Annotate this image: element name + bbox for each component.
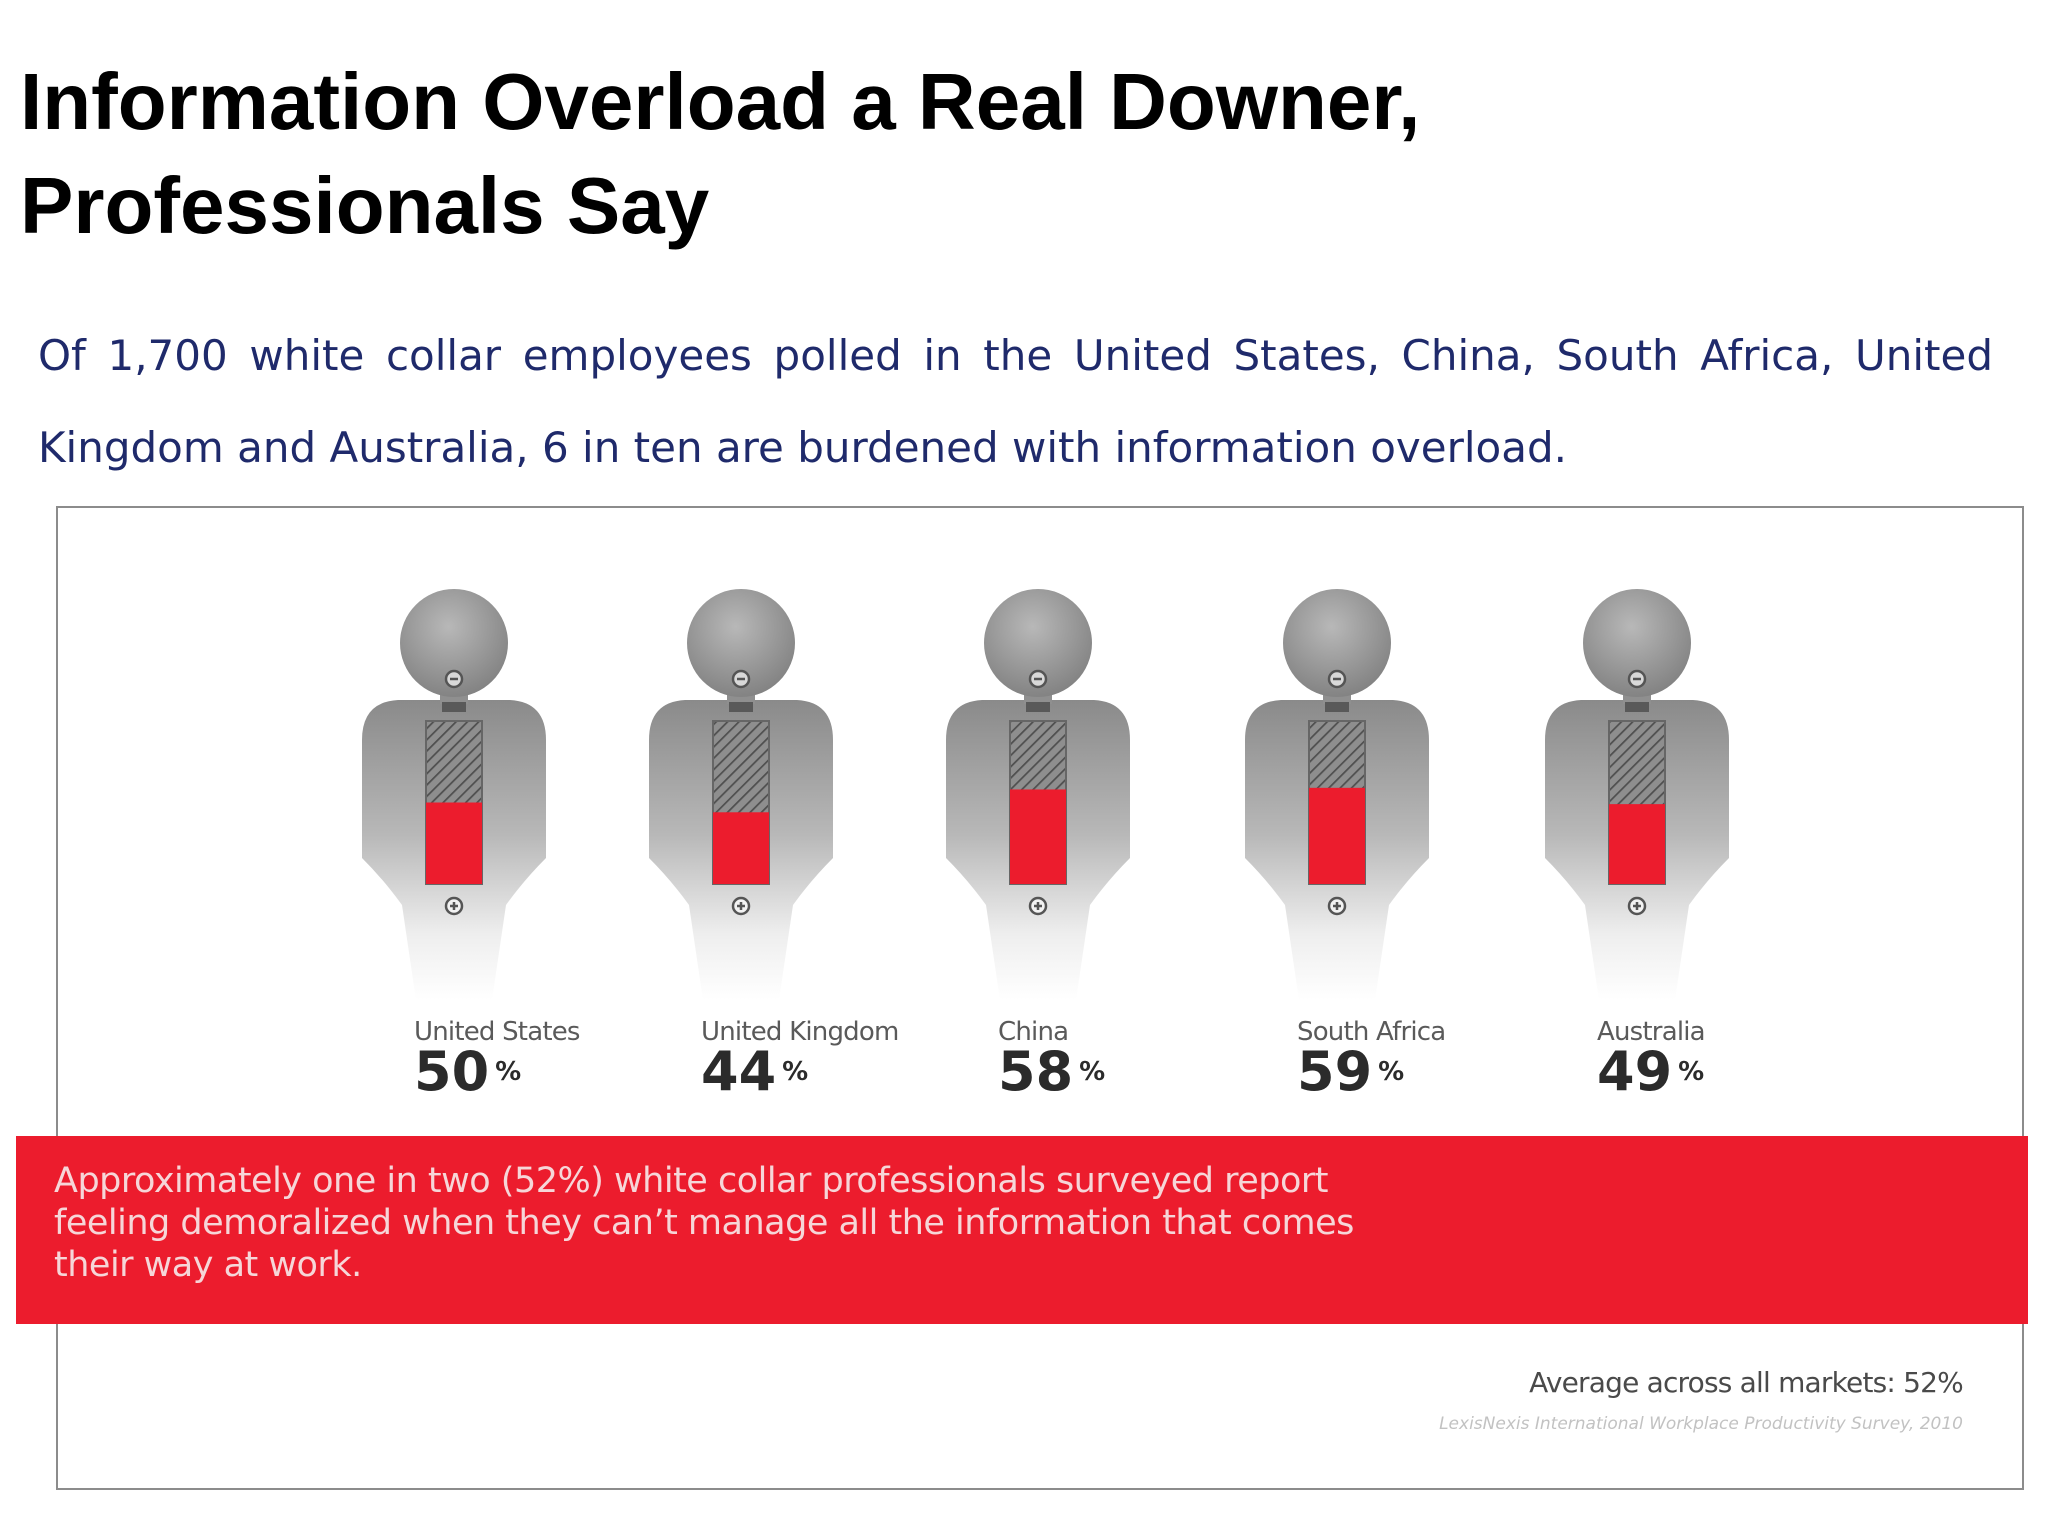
person-head <box>1283 589 1391 697</box>
country-label: China <box>998 1017 1068 1047</box>
percent-sign: % <box>1378 1057 1404 1087</box>
battery-terminal <box>1026 702 1050 712</box>
average-note: Average across all markets: 52% <box>1529 1366 1964 1399</box>
percent-sign: % <box>1079 1057 1105 1087</box>
summary-band <box>16 1136 2028 1324</box>
percent-sign: % <box>782 1057 808 1087</box>
summary-band-text: Approximately one in two (52%) white col… <box>54 1161 1354 1285</box>
intro-paragraph: Of 1,700 white collar employees polled i… <box>38 331 1993 472</box>
battery-terminal <box>1325 702 1349 712</box>
country-label: United States <box>414 1017 580 1047</box>
percentage-value: 44 <box>701 1040 776 1103</box>
percentage-value: 50 <box>414 1040 489 1103</box>
country-label: United Kingdom <box>701 1017 899 1047</box>
battery-terminal <box>729 702 753 712</box>
percentage-value: 59 <box>1297 1040 1372 1103</box>
percentage-value: 58 <box>998 1040 1073 1103</box>
person-head <box>400 589 508 697</box>
battery-fill-bar <box>1309 787 1365 884</box>
slide-title: Information Overload a Real Downer, Prof… <box>20 57 1421 250</box>
percent-sign: % <box>1678 1057 1704 1087</box>
person-head <box>984 589 1092 697</box>
battery-terminal <box>1625 702 1649 712</box>
person-head <box>1583 589 1691 697</box>
battery-fill-bar <box>713 812 769 884</box>
battery-fill-bar <box>426 802 482 884</box>
percent-sign: % <box>495 1057 521 1087</box>
country-label: Australia <box>1597 1017 1705 1047</box>
battery-fill-bar <box>1010 789 1066 884</box>
country-label: South Africa <box>1297 1017 1445 1047</box>
source-note: LexisNexis International Workplace Produ… <box>1439 1414 1963 1434</box>
person-head <box>687 589 795 697</box>
percentage-value: 49 <box>1597 1040 1672 1103</box>
battery-terminal <box>442 702 466 712</box>
battery-fill-bar <box>1609 804 1665 884</box>
